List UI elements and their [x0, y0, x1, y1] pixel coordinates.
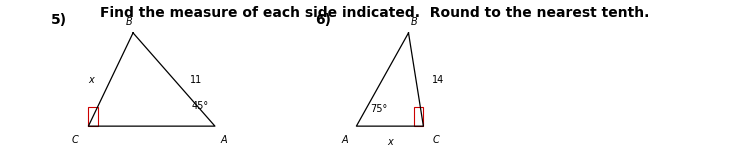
Text: C: C — [71, 135, 78, 145]
Text: C: C — [432, 135, 439, 145]
Text: 5): 5) — [51, 13, 68, 27]
Text: x: x — [387, 137, 393, 147]
Text: x: x — [88, 75, 94, 85]
Bar — [414, 107, 424, 126]
Text: Find the measure of each side indicated.  Round to the nearest tenth.: Find the measure of each side indicated.… — [100, 6, 650, 20]
Text: 45°: 45° — [191, 101, 208, 111]
Text: 6): 6) — [316, 13, 332, 27]
Text: B: B — [410, 17, 417, 27]
Text: 14: 14 — [432, 75, 445, 85]
Text: A: A — [342, 135, 349, 145]
Bar — [88, 107, 98, 126]
Text: A: A — [221, 135, 227, 145]
Text: B: B — [126, 17, 133, 27]
Text: 11: 11 — [190, 75, 202, 85]
Text: 75°: 75° — [370, 104, 387, 114]
